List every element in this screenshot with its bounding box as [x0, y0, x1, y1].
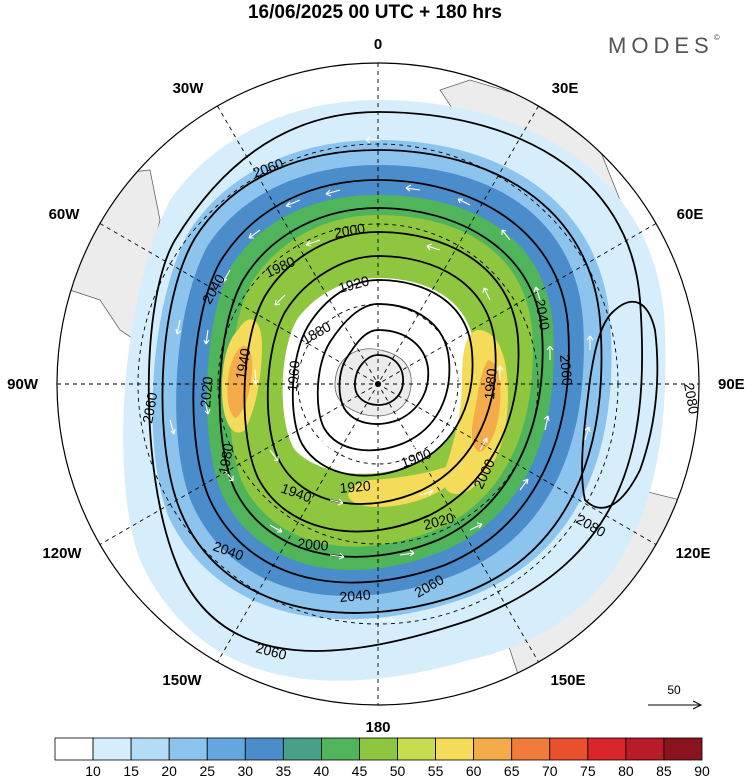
- colorbar-tick-label: 50: [390, 763, 406, 779]
- contour-label: 1960: [284, 360, 303, 393]
- longitude-label: 180: [365, 719, 390, 736]
- wind-scale-label: 50: [667, 683, 681, 697]
- longitude-label: 30W: [173, 80, 205, 97]
- longitude-label: 90E: [718, 376, 745, 393]
- longitude-label: 120E: [675, 545, 710, 562]
- map-title: 16/06/2025 00 UTC + 180 hrs: [247, 2, 503, 23]
- colorbar-swatch: [321, 737, 360, 761]
- contour-label: 1920: [339, 477, 372, 496]
- contour-label: 2040: [532, 298, 553, 332]
- colorbar-swatch: [282, 737, 322, 761]
- colorbar-swatch: [397, 737, 436, 761]
- contour-label: 2060: [139, 391, 160, 425]
- colorbar-tick-label: 45: [352, 763, 368, 779]
- contour-label: 2000: [333, 220, 367, 241]
- colorbar-swatch: [54, 737, 94, 761]
- colorbar-tick-labels: 10 15 20 25 30 35 40 45 50 55 60 65 70 75 80 85 90: [85, 763, 710, 779]
- longitude-label: 30E: [552, 80, 579, 97]
- colorbar-tick-label: 65: [504, 763, 520, 779]
- colorbar-swatch: [587, 737, 627, 761]
- longitude-label: 150W: [162, 672, 202, 689]
- contour-label: 1940: [232, 347, 253, 381]
- colorbar-swatch: [549, 737, 589, 761]
- colorbar-tick-label: 60: [466, 763, 482, 779]
- map-border: [56, 62, 700, 706]
- colorbar-swatch: [206, 737, 246, 761]
- contour-label: 1920: [337, 272, 371, 296]
- longitude-label: 0: [374, 36, 382, 53]
- colorbar-tick-label: 15: [123, 763, 139, 779]
- south-pole-marker: [375, 381, 381, 387]
- colorbar-tick-label: 25: [199, 763, 215, 779]
- colorbar-tick-label: 80: [618, 763, 634, 779]
- colorbar-swatch: [663, 737, 703, 761]
- longitude-labels: 0 30E 60E 90E 120E 150E 180 150W 120W 90…: [7, 36, 745, 736]
- contour-label: 2020: [197, 376, 216, 409]
- colorbar-tick-label: 70: [542, 763, 558, 779]
- colorbar-tick-label: 20: [161, 763, 177, 779]
- land-antarctica: [334, 348, 412, 417]
- brand-logo: MODES©: [608, 33, 720, 58]
- colorbar-tick-label: 90: [694, 763, 710, 779]
- colorbar-swatch: [92, 737, 132, 761]
- colorbar-swatch: [511, 737, 551, 761]
- contour-label: 1980: [481, 368, 500, 401]
- colorbar-swatch: [359, 737, 398, 761]
- contour-label: 2020: [422, 509, 456, 533]
- colorbar-tick-label: 55: [428, 763, 444, 779]
- colorbar-swatch: [244, 737, 284, 761]
- colorbar-tick-label: 30: [238, 763, 254, 779]
- longitude-label: 150E: [550, 672, 585, 689]
- geopotential-contours: [147, 111, 659, 652]
- longitude-label: 60E: [677, 206, 704, 223]
- colorbar-swatch: [435, 737, 475, 761]
- colorbar-swatch: [168, 737, 208, 761]
- colorbar-tick-label: 85: [656, 763, 672, 779]
- contour-label: 2060: [557, 354, 576, 387]
- colorbar-tick-label: 35: [276, 763, 292, 779]
- contour-label: 2040: [339, 586, 372, 605]
- longitude-label: 120W: [42, 545, 82, 562]
- colorbar-tick-label: 75: [580, 763, 596, 779]
- colorbar: [54, 737, 703, 761]
- contour-label: 1980: [215, 442, 236, 476]
- colorbar-tick-label: 10: [85, 763, 101, 779]
- map-disk: 2080 2080 2060 2060 2060 2060 2060 2040 …: [57, 63, 702, 705]
- contour-label: 2060: [254, 639, 288, 663]
- contour-label: 2080: [681, 382, 702, 416]
- colorbar-tick-label: 40: [314, 763, 330, 779]
- wind-vectors: [169, 136, 594, 624]
- colorbar-swatch: [130, 737, 170, 761]
- contour-label: 2000: [297, 535, 330, 554]
- longitude-label: 60W: [49, 206, 81, 223]
- wind-scale-reference: 50: [648, 683, 703, 710]
- colorbar-swatch: [473, 737, 513, 761]
- wind-speed-shading: [123, 100, 666, 681]
- colorbar-swatch: [625, 737, 665, 761]
- longitude-label: 90W: [7, 376, 39, 393]
